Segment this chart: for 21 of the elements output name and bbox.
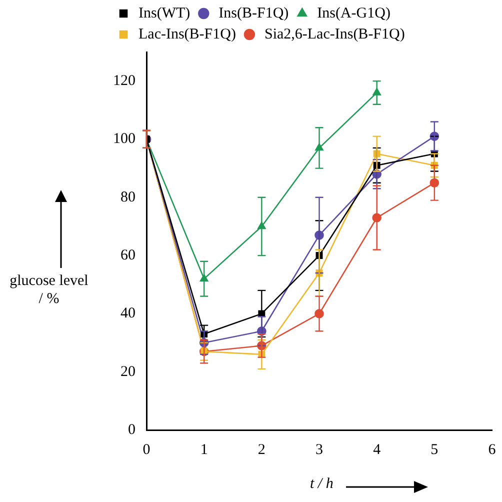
legend-label: Ins(A-G1Q)	[317, 5, 390, 22]
x-tick-label: 6	[488, 442, 496, 458]
x-tick-label: 5	[430, 442, 438, 458]
legend-label: Ins(B-F1Q)	[218, 5, 289, 22]
x-tick-label: 4	[373, 442, 382, 458]
legend-label: Sia2,6-Lac-Ins(B-F1Q)	[264, 26, 405, 42]
y-tick-label: 20	[120, 364, 136, 380]
legend-label: Lac-Ins(B-F1Q)	[138, 26, 236, 42]
y-tick-label: 40	[120, 306, 136, 322]
x-tick-label: 1	[200, 442, 208, 458]
y-tick-label: 80	[120, 189, 136, 206]
legend-label: Ins(WT)	[138, 5, 190, 22]
y-tick-label: 100	[113, 131, 136, 148]
x-tick-label: 3	[316, 442, 323, 458]
y-tick-label: 120	[113, 73, 136, 90]
x-tick-label: 2	[258, 442, 266, 458]
y-tick-label: 0	[128, 422, 136, 438]
x-axis-title: t / h	[310, 476, 334, 493]
y-tick-label: 60	[120, 247, 136, 264]
x-tick-label: 0	[142, 442, 150, 458]
y-axis-title: glucose level / %	[8, 272, 90, 308]
